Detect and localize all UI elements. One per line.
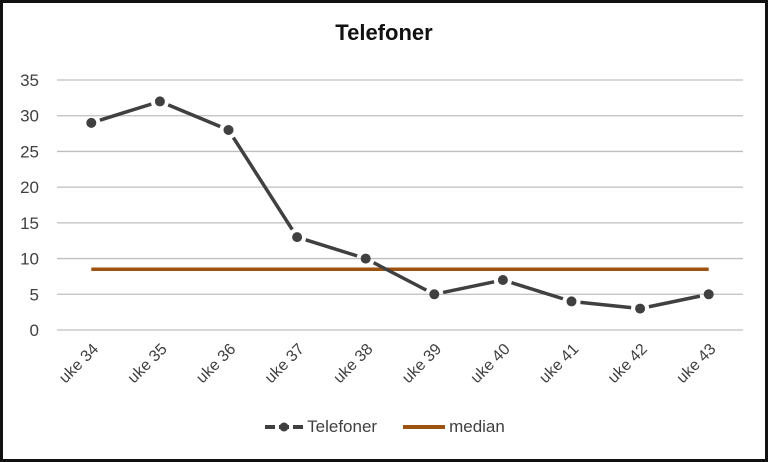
legend-label-median: median	[449, 417, 505, 436]
data-point-marker	[360, 253, 371, 264]
data-point-marker	[154, 96, 165, 107]
telefoner-line-segment	[231, 136, 294, 231]
legend-line-marker-icon	[265, 422, 304, 432]
y-tick-label: 30	[20, 107, 39, 126]
data-point-marker	[292, 232, 303, 243]
data-point-marker	[429, 289, 440, 300]
legend-item-telefoner: Telefoner	[263, 417, 377, 437]
telefoner-line-segment	[648, 294, 701, 309]
telefoner-line-segment	[99, 102, 152, 122]
x-tick-label: uke 40	[468, 341, 514, 387]
data-point-marker	[635, 303, 646, 314]
y-tick-label: 20	[20, 178, 39, 197]
data-point-marker	[703, 289, 714, 300]
y-tick-label: 35	[20, 71, 39, 90]
y-tick-label: 0	[30, 321, 39, 340]
x-tick-label: uke 36	[193, 341, 239, 387]
x-tick-label: uke 41	[536, 341, 582, 387]
x-tick-label: uke 38	[331, 341, 377, 387]
telefoner-line-segment	[167, 103, 221, 129]
x-tick-label: uke 39	[399, 341, 445, 387]
x-tick-label: uke 37	[262, 341, 308, 387]
x-tick-label: uke 34	[56, 341, 102, 387]
telefoner-line-segment	[580, 300, 632, 310]
telefoner-line-segment	[442, 280, 495, 295]
chart-title: Telefoner	[335, 20, 433, 45]
legend-item-median: median	[401, 417, 505, 437]
data-point-marker	[223, 125, 234, 135]
x-tick-label: uke 35	[125, 341, 171, 387]
chart-legend: Telefoner median	[0, 417, 768, 437]
telefoner-line-segment	[305, 238, 358, 258]
telefoner-line-segment	[372, 261, 428, 292]
y-tick-label: 15	[20, 214, 39, 233]
data-point-marker	[497, 275, 508, 285]
x-tick-label: uke 43	[674, 341, 720, 387]
y-tick-label: 5	[30, 285, 39, 304]
telefoner-line-segment	[510, 281, 564, 301]
data-point-marker	[86, 117, 97, 128]
x-tick-label: uke 42	[605, 341, 651, 387]
legend-line-icon	[403, 425, 446, 429]
y-tick-label: 25	[20, 142, 39, 161]
y-tick-label: 10	[20, 250, 39, 269]
data-point-marker	[566, 296, 577, 307]
legend-label-telefoner: Telefoner	[307, 417, 378, 436]
